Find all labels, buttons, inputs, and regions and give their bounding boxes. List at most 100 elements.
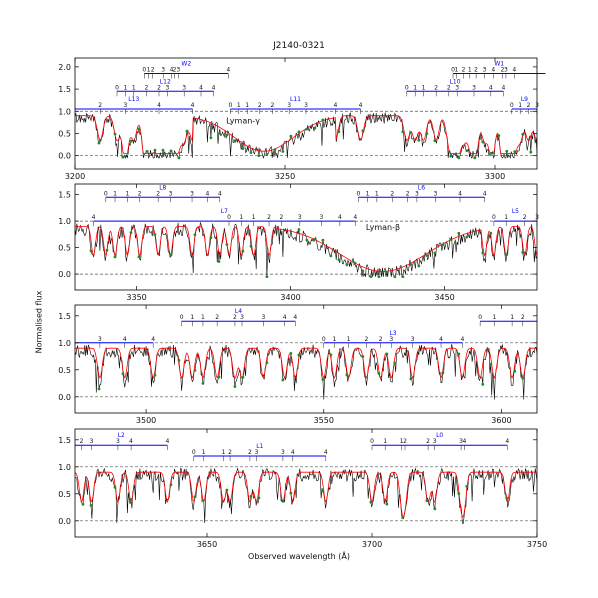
fit-point xyxy=(489,231,493,235)
system-tick-label: 2 xyxy=(98,102,102,109)
y-tick-label: 1.5 xyxy=(58,191,71,200)
system-label: L4 xyxy=(235,308,242,315)
fit-point xyxy=(169,253,173,257)
fit-point xyxy=(321,378,325,381)
system-tick-label: 1 xyxy=(201,314,205,321)
system-tick-label: 2 xyxy=(258,102,262,109)
system-tick-label: 1 xyxy=(504,214,508,221)
fit-point xyxy=(425,499,429,503)
system-tick-label: 2 xyxy=(173,67,177,74)
axes-frame xyxy=(74,183,538,291)
chart-title: J2140-0321 xyxy=(273,41,325,51)
fit-point xyxy=(289,351,293,355)
fit-point xyxy=(265,275,269,279)
fit-point xyxy=(241,249,245,253)
x-tick-label: 3550 xyxy=(314,416,334,425)
x-tick-label: 3300 xyxy=(485,172,505,181)
fit-point xyxy=(393,361,397,365)
fit-point xyxy=(465,235,469,239)
fit-point xyxy=(137,127,141,131)
fit-point xyxy=(329,254,333,258)
fit-point xyxy=(241,375,245,379)
fit-point xyxy=(465,484,469,488)
x-tick-label: 3700 xyxy=(362,540,382,549)
fit-point xyxy=(401,275,405,279)
fit-point xyxy=(441,243,445,247)
system-tick-label: 2 xyxy=(379,336,383,343)
system-tick-label: 2 xyxy=(80,438,84,445)
fit-point xyxy=(217,132,221,135)
fit-point xyxy=(305,238,309,242)
system-tick-label: 3 xyxy=(483,67,487,74)
fit-point xyxy=(401,515,405,519)
fit-point xyxy=(377,372,381,375)
system-tick-label: 4 xyxy=(359,102,363,109)
system-tick-label: 0 xyxy=(192,449,196,456)
fit-point xyxy=(321,238,325,242)
system-tick-label: 4 xyxy=(226,67,230,74)
y-tick-label: 0.5 xyxy=(58,490,71,499)
system-tick-label: 3 xyxy=(116,438,120,445)
fit-point xyxy=(481,382,485,386)
x-tick-label: 3600 xyxy=(491,416,511,425)
system-tick-label: 2 xyxy=(267,214,271,221)
fit-point xyxy=(369,500,373,504)
fit-point xyxy=(481,140,485,144)
system-tick-label: 1 xyxy=(125,190,129,197)
system-tick-label: 4 xyxy=(512,67,516,74)
fit-point xyxy=(233,385,237,388)
system-tick-label: 4 xyxy=(170,67,174,74)
system-tick-label: 4 xyxy=(501,84,505,91)
fit-point xyxy=(385,352,389,356)
system-tick-label: 2 xyxy=(215,314,219,321)
system-tick-label: 4 xyxy=(353,214,357,221)
x-tick-label: 3350 xyxy=(126,293,146,302)
fit-point xyxy=(249,151,253,154)
system-tick-label: 1 xyxy=(245,102,249,109)
fit-point xyxy=(329,353,333,357)
fit-point xyxy=(457,352,461,356)
system-tick-label: 4 xyxy=(165,438,169,445)
y-tick-label: 1.0 xyxy=(58,217,71,226)
fit-point xyxy=(241,147,245,151)
fit-point xyxy=(281,499,285,503)
system-tick-label: 1 xyxy=(147,67,151,74)
system-tick-label: 3 xyxy=(504,67,508,74)
fit-point xyxy=(209,236,213,240)
system-tick-label: 3 xyxy=(90,438,94,445)
system-tick-label: 0 xyxy=(227,214,231,221)
fit-point xyxy=(409,262,413,266)
fit-point xyxy=(153,373,157,377)
system-tick-label: 4 xyxy=(212,84,216,91)
system-tick-label: 2 xyxy=(365,336,369,343)
system-tick-label: 4 xyxy=(191,102,195,109)
fit-point xyxy=(489,152,493,155)
system-tick-label: 1 xyxy=(375,190,379,197)
system-tick-label: 2 xyxy=(523,214,527,221)
y-tick-label: 1.0 xyxy=(58,107,71,116)
fit-point xyxy=(169,149,173,153)
y-tick-label: 0.5 xyxy=(58,244,71,253)
fit-point xyxy=(161,148,165,152)
x-tick-label: 3750 xyxy=(527,540,547,549)
fit-point xyxy=(225,133,229,137)
system-tick-label: 3 xyxy=(433,438,437,445)
system-tick-label: 4 xyxy=(338,214,342,221)
fit-point xyxy=(529,150,533,154)
system-tick-label: 2 xyxy=(270,102,274,109)
system-tick-label: 0 xyxy=(142,67,146,74)
fit-point xyxy=(505,496,509,500)
fit-point xyxy=(481,251,485,255)
fit-point xyxy=(273,148,277,152)
system-tick-label: 2 xyxy=(462,67,466,74)
spectrum-line xyxy=(75,221,537,278)
system-tick-label: 0 xyxy=(370,438,374,445)
system-tick-label: 3 xyxy=(182,84,186,91)
fit-point xyxy=(345,263,349,267)
fit-point xyxy=(121,372,125,376)
system-tick-label: 2 xyxy=(151,67,155,74)
fit-point xyxy=(137,255,141,259)
x-tick-label: 3500 xyxy=(136,416,156,425)
fit-point xyxy=(193,495,197,499)
